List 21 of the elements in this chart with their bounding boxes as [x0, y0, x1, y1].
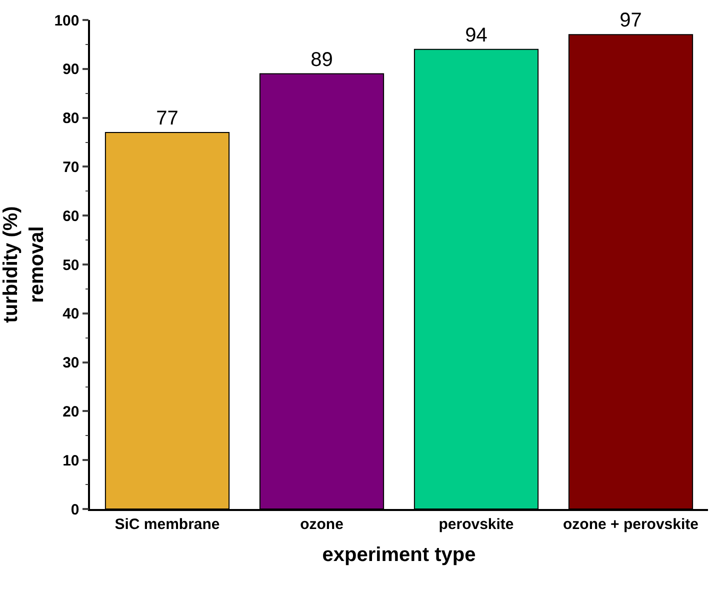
y-tick-label: 60 [62, 208, 80, 225]
y-tick-label: 90 [62, 61, 80, 78]
x-tick-label: ozone [300, 516, 344, 533]
x-tick-label: ozone + perovskite [563, 516, 698, 533]
x-tick-label: SiC membrane [114, 516, 220, 533]
y-tick-label: 0 [70, 501, 80, 518]
y-tick-label: 30 [62, 354, 80, 372]
x-tick-label: perovskite [438, 516, 514, 533]
x-axis-title: experiment type [322, 544, 476, 566]
y-tick-label: 40 [62, 306, 80, 323]
y-tick-label: 100 [54, 12, 80, 30]
data-label: 89 [310, 48, 333, 71]
y-axis-title: turbidity (%) removal [0, 206, 48, 323]
data-label: 94 [465, 24, 488, 46]
y-tick-label: 50 [62, 256, 80, 274]
y-tick-label: 10 [62, 452, 80, 470]
y-tick-label: 70 [62, 158, 80, 176]
data-label: 77 [156, 107, 178, 130]
data-label: 97 [620, 10, 642, 32]
y-tick-label: 80 [62, 110, 80, 128]
y-tick-label: 20 [62, 403, 80, 420]
